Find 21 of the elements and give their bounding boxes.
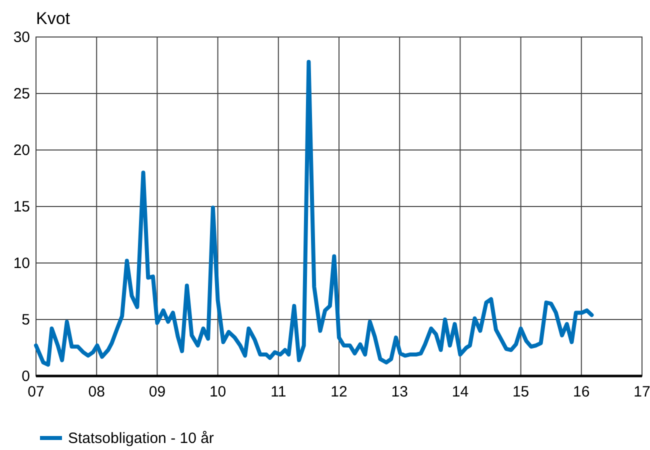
y-tick-label: 25 [13,85,30,102]
y-tick-label: 5 [22,311,30,328]
x-tick-label: 12 [330,384,348,401]
x-tick-label: 13 [391,384,408,401]
x-tick-label: 10 [209,384,226,401]
y-tick-label: 20 [13,142,30,159]
y-tick-label: 10 [13,254,30,272]
x-tick-label: 14 [452,384,469,401]
x-tick-label: 11 [270,384,286,401]
x-tick-label: 15 [512,384,530,401]
y-tick-label: 15 [13,198,30,216]
x-tick-label: 07 [28,384,44,401]
line-series [34,60,594,367]
x-tick-label: 08 [88,384,105,401]
x-tick-label: 17 [634,384,650,401]
x-tick-label: 16 [573,384,590,401]
y-axis-title: Kvot [36,9,70,28]
x-tick-label: 09 [148,384,166,401]
y-tick-label: 0 [22,368,30,385]
y-tick-label: 30 [13,28,30,46]
legend-label: Statsobligation - 10 år [68,430,214,447]
